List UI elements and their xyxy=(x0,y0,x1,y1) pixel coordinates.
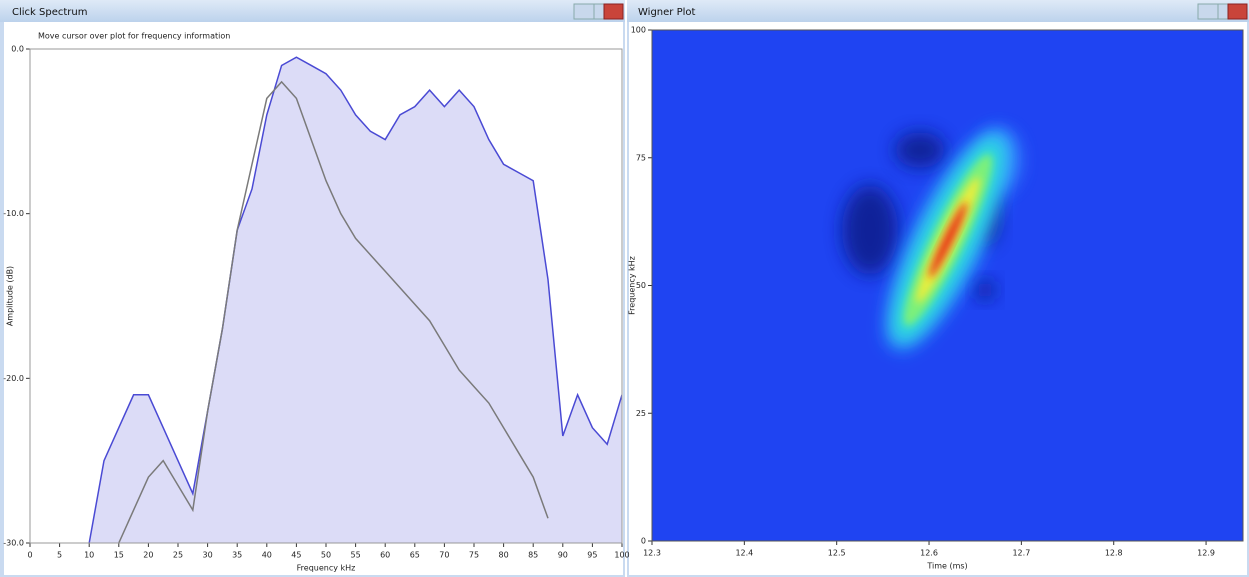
window-title: Wigner Plot xyxy=(638,7,696,18)
wigner-image xyxy=(652,30,1243,541)
x-tick-label: 12.4 xyxy=(735,549,753,558)
x-tick-label: 50 xyxy=(321,551,331,560)
title-bar xyxy=(0,0,625,22)
plot-border xyxy=(651,29,1244,542)
heatmap-band xyxy=(929,202,967,278)
x-tick-label: 55 xyxy=(351,551,361,560)
y-tick-label: 50 xyxy=(636,281,646,290)
x-tick-label: 12.3 xyxy=(643,549,661,558)
x-axis-label: Frequency kHz xyxy=(297,564,356,573)
x-tick-label: 85 xyxy=(528,551,538,560)
spectrum-line xyxy=(88,56,622,543)
y-axis-label: Amplitude (dB) xyxy=(6,266,15,326)
x-tick-label: 70 xyxy=(439,551,449,560)
x-tick-label: 90 xyxy=(558,551,568,560)
heatmap-blob xyxy=(975,280,995,300)
window-title: Click Spectrum xyxy=(12,7,87,18)
x-tick-label: 25 xyxy=(173,551,183,560)
x-tick-label: 15 xyxy=(114,551,124,560)
plot-border xyxy=(29,48,623,544)
y-axis-label: Frequency kHz xyxy=(628,256,637,315)
y-tick-label: 75 xyxy=(636,153,646,162)
y-tick-label: -30.0 xyxy=(3,539,24,548)
spectrum-line xyxy=(118,80,549,543)
x-tick-label: 12.6 xyxy=(920,549,938,558)
x-axis-label: Time (ms) xyxy=(926,562,967,571)
y-tick-label: 25 xyxy=(636,409,646,418)
minimize-button[interactable] xyxy=(573,3,595,20)
x-tick-label: 12.9 xyxy=(1197,549,1215,558)
x-tick-label: 40 xyxy=(262,551,272,560)
x-tick-label: 5 xyxy=(57,551,62,560)
x-tick-label: 10 xyxy=(84,551,94,560)
x-tick-label: 60 xyxy=(380,551,390,560)
x-tick-label: 12.7 xyxy=(1012,549,1030,558)
minimize-button[interactable] xyxy=(1197,3,1219,20)
x-tick-label: 35 xyxy=(232,551,242,560)
heatmap-blob xyxy=(895,132,945,168)
x-tick-label: 45 xyxy=(291,551,301,560)
x-tick-label: 100 xyxy=(614,551,629,560)
x-tick-label: 30 xyxy=(203,551,213,560)
y-tick-label: 0 xyxy=(641,537,646,546)
x-tick-label: 65 xyxy=(410,551,420,560)
x-tick-label: 20 xyxy=(143,551,153,560)
plot-area xyxy=(88,56,622,543)
x-tick-label: 12.5 xyxy=(828,549,846,558)
x-tick-label: 80 xyxy=(499,551,509,560)
maximize-button[interactable] xyxy=(1217,3,1229,20)
x-tick-label: 0 xyxy=(27,551,32,560)
close-button[interactable] xyxy=(603,3,624,20)
area-fill xyxy=(89,57,622,543)
maximize-button[interactable] xyxy=(593,3,605,20)
y-tick-label: 0.0 xyxy=(11,45,24,54)
heatmap-blob xyxy=(842,185,898,275)
title-bar xyxy=(627,0,1249,22)
close-button[interactable] xyxy=(1227,3,1248,20)
x-tick-label: 75 xyxy=(469,551,479,560)
x-tick-label: 95 xyxy=(587,551,597,560)
y-tick-label: -10.0 xyxy=(3,209,24,218)
x-tick-label: 12.8 xyxy=(1105,549,1123,558)
y-tick-label: -20.0 xyxy=(3,374,24,383)
hint-text: Move cursor over plot for frequency info… xyxy=(38,32,230,41)
y-tick-label: 100 xyxy=(631,26,646,35)
